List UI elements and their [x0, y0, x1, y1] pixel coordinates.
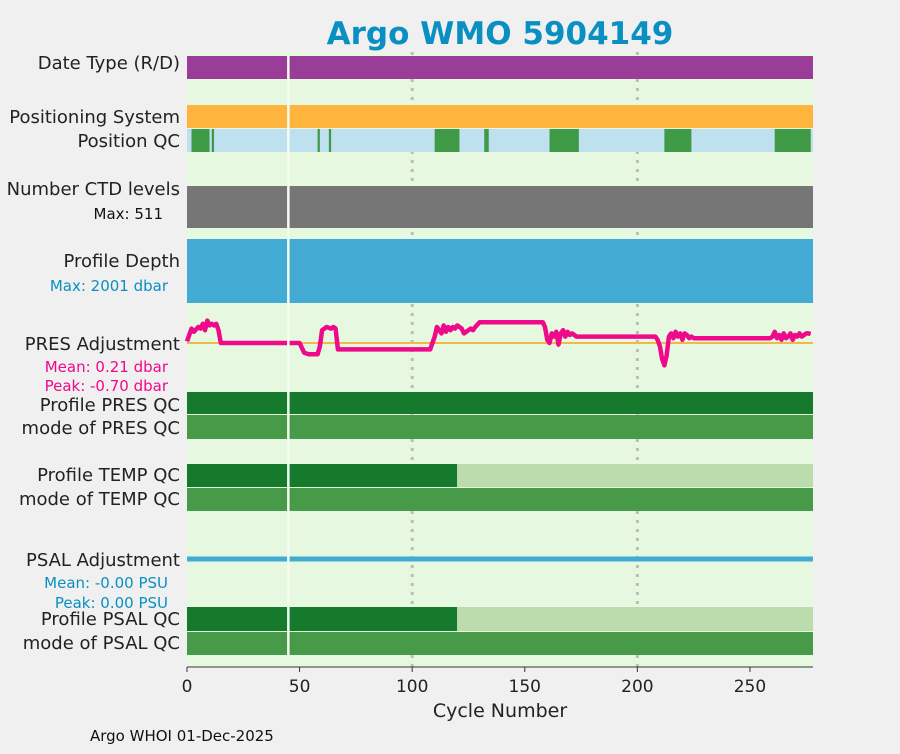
label-mode-pres-qc: mode of PRES QC [22, 418, 180, 439]
label-profile-pres-qc: Profile PRES QC [40, 395, 180, 416]
label-number-ctd-levels: Number CTD levels [7, 179, 180, 200]
label-mode-temp-qc: mode of TEMP QC [19, 489, 180, 510]
x-tick-label-150: 150 [509, 677, 541, 697]
positioning-system-bar [187, 105, 813, 128]
x-tick-label-100: 100 [396, 677, 428, 697]
position-qc-good-4 [434, 129, 460, 152]
profile-pres-qc-bar [187, 392, 813, 414]
row-labels: Date Type (R/D) Positioning System Posit… [7, 53, 180, 654]
position-qc-good-1 [211, 129, 215, 152]
chart-title: Argo WMO 5904149 [327, 16, 674, 52]
pres-adjustment-line [184, 318, 812, 368]
label-positioning-system: Positioning System [9, 107, 180, 128]
label-pres-adjustment: PRES Adjustment [25, 334, 180, 355]
label-mode-psal-qc: mode of PSAL QC [23, 633, 180, 654]
position-qc-good-7 [664, 129, 692, 152]
pres-mean-annotation: Mean: 0.21 dbar [45, 358, 169, 376]
ctd-levels-bar [187, 186, 813, 228]
lines-layer [184, 318, 813, 562]
mode-pres-qc-bar [187, 415, 813, 439]
x-tick-label-50: 50 [289, 677, 311, 697]
label-position-qc: Position QC [77, 131, 180, 152]
profile-depth-bar [187, 239, 813, 303]
x-tick-label-250: 250 [734, 677, 766, 697]
x-axis-label: Cycle Number [433, 700, 567, 722]
gridlines [410, 52, 639, 667]
profile-temp-qc-light [457, 464, 813, 487]
position-qc-good-8 [774, 129, 811, 152]
label-profile-psal-qc: Profile PSAL QC [41, 609, 180, 630]
footer-text: Argo WHOI 01-Dec-2025 [90, 727, 274, 745]
position-qc-bar [187, 129, 813, 152]
plot-background [187, 52, 813, 667]
position-qc-good-0 [191, 129, 210, 152]
mode-temp-qc-bar [187, 488, 813, 511]
profile-temp-qc-dark [187, 464, 458, 487]
profile-psal-qc-light [457, 607, 813, 631]
ctd-max-annotation: Max: 511 [94, 205, 163, 223]
bars-layer [187, 56, 813, 655]
depth-max-annotation: Max: 2001 dbar [50, 277, 169, 295]
label-profile-temp-qc: Profile TEMP QC [37, 465, 180, 486]
label-date-type: Date Type (R/D) [38, 53, 180, 74]
label-profile-depth: Profile Depth [63, 251, 180, 272]
psal-peak-annotation: Peak: 0.00 PSU [55, 594, 168, 612]
position-qc-good-2 [317, 129, 320, 152]
psal-mean-annotation: Mean: -0.00 PSU [44, 574, 168, 592]
position-qc-good-3 [328, 129, 332, 152]
x-tick-label-0: 0 [182, 677, 193, 697]
profile-psal-qc-dark [187, 607, 458, 631]
position-qc-good-5 [484, 129, 489, 152]
x-axis: 0 50 100 150 200 250 [182, 666, 813, 697]
mode-psal-qc-bar [187, 632, 813, 655]
position-qc-good-6 [549, 129, 579, 152]
x-tick-label-200: 200 [621, 677, 653, 697]
label-psal-adjustment: PSAL Adjustment [26, 550, 180, 571]
pres-peak-annotation: Peak: -0.70 dbar [45, 377, 169, 395]
date-type-bar [187, 56, 813, 79]
